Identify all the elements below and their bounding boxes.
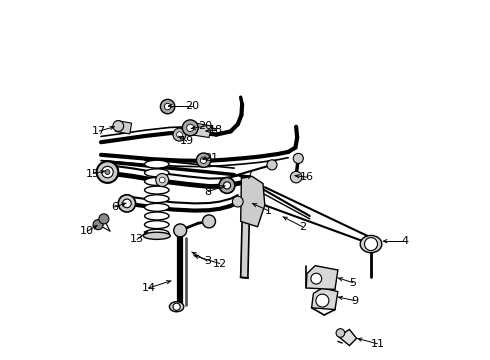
Circle shape xyxy=(93,220,103,230)
Polygon shape xyxy=(312,288,338,310)
Text: 6: 6 xyxy=(111,202,118,212)
Circle shape xyxy=(336,329,345,337)
Circle shape xyxy=(187,124,194,131)
Circle shape xyxy=(365,238,377,251)
Circle shape xyxy=(311,273,321,284)
Polygon shape xyxy=(339,329,357,346)
Text: 15: 15 xyxy=(86,168,100,179)
Text: 20: 20 xyxy=(198,121,213,131)
Ellipse shape xyxy=(145,160,169,168)
Ellipse shape xyxy=(360,235,382,253)
Text: 19: 19 xyxy=(180,136,194,146)
Text: 4: 4 xyxy=(402,236,409,246)
Circle shape xyxy=(99,214,109,224)
Circle shape xyxy=(102,166,113,178)
Text: 8: 8 xyxy=(205,186,212,197)
Text: 10: 10 xyxy=(80,226,94,236)
Text: 21: 21 xyxy=(204,153,218,163)
Ellipse shape xyxy=(145,212,169,220)
Text: 3: 3 xyxy=(204,256,211,266)
Ellipse shape xyxy=(145,203,169,211)
Text: 11: 11 xyxy=(370,339,385,349)
Text: 5: 5 xyxy=(349,278,357,288)
Ellipse shape xyxy=(170,302,184,312)
Circle shape xyxy=(173,303,180,310)
Text: 18: 18 xyxy=(209,125,223,135)
Circle shape xyxy=(200,157,207,163)
Circle shape xyxy=(267,160,277,170)
Ellipse shape xyxy=(145,229,169,237)
Text: 9: 9 xyxy=(351,296,358,306)
Circle shape xyxy=(97,161,118,183)
Text: 20: 20 xyxy=(185,101,199,111)
Circle shape xyxy=(122,199,131,208)
Circle shape xyxy=(113,121,123,131)
Circle shape xyxy=(156,174,169,186)
Circle shape xyxy=(105,170,110,175)
Text: 2: 2 xyxy=(299,222,306,232)
Text: 16: 16 xyxy=(300,172,314,182)
Ellipse shape xyxy=(145,195,169,203)
Text: 17: 17 xyxy=(92,126,106,136)
Circle shape xyxy=(293,153,303,163)
Circle shape xyxy=(164,103,171,110)
Circle shape xyxy=(173,128,186,141)
Polygon shape xyxy=(241,176,250,278)
Circle shape xyxy=(160,99,175,114)
Circle shape xyxy=(174,224,187,237)
Text: 13: 13 xyxy=(130,234,144,244)
Polygon shape xyxy=(116,121,132,134)
Circle shape xyxy=(219,177,235,193)
Ellipse shape xyxy=(145,177,169,185)
Circle shape xyxy=(176,132,182,138)
Ellipse shape xyxy=(143,232,171,239)
Circle shape xyxy=(182,120,198,136)
Polygon shape xyxy=(306,266,338,289)
Polygon shape xyxy=(193,123,212,138)
Circle shape xyxy=(232,196,243,207)
Text: 7: 7 xyxy=(245,171,252,181)
Text: 14: 14 xyxy=(142,283,156,293)
Circle shape xyxy=(118,195,136,212)
Circle shape xyxy=(223,182,231,189)
Ellipse shape xyxy=(145,186,169,194)
Circle shape xyxy=(291,171,302,183)
Circle shape xyxy=(202,215,216,228)
Text: 1: 1 xyxy=(265,206,272,216)
Ellipse shape xyxy=(145,169,169,177)
Circle shape xyxy=(316,294,329,307)
Ellipse shape xyxy=(145,221,169,229)
Text: 12: 12 xyxy=(213,258,227,269)
Circle shape xyxy=(159,177,165,183)
Polygon shape xyxy=(241,176,265,227)
Circle shape xyxy=(196,153,211,167)
